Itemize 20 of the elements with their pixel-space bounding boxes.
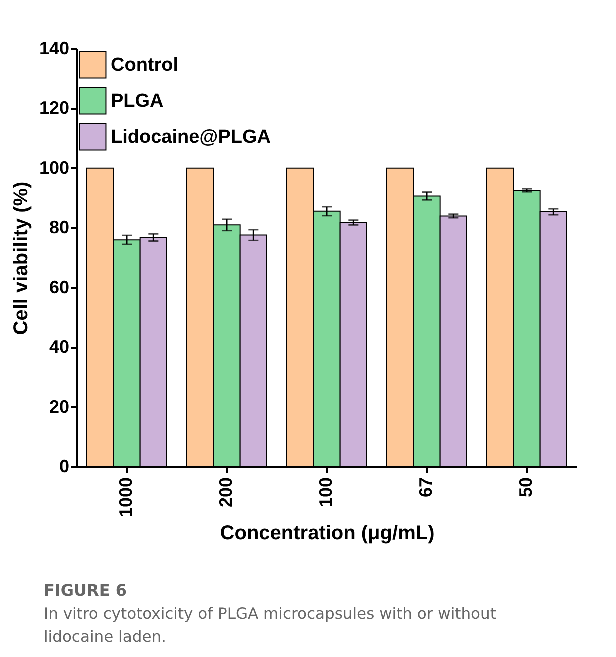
y-tick-label: 100 [39,158,70,178]
legend-label: Control [111,55,179,76]
y-axis-title: Cell viability (%) [10,182,32,336]
x-tick-label: 67 [416,478,436,498]
legend-label: Lidocaine@PLGA [111,127,272,148]
y-tick-label: 80 [49,218,70,238]
caption: FIGURE 6 [44,580,128,602]
x-axis-title: Concentration (μg/mL) [220,522,435,545]
y-tick-label: 140 [39,38,70,58]
x-tick-label: 1000 [116,478,136,518]
y-tick-label: 20 [49,396,70,417]
y-tick-label: 120 [39,98,70,118]
y-tick-label: 40 [49,337,70,358]
x-tick-label: 50 [516,478,536,498]
y-tick-label: 0 [59,456,70,476]
y-tick-label: 60 [49,277,70,298]
x-tick-label: 100 [316,478,336,508]
legend-label: PLGA [111,91,164,112]
text: In vitro cytotoxicity of PLGA microcapsules with or without lidocaine laden. [44,604,498,648]
x-tick-label: 200 [216,478,236,508]
